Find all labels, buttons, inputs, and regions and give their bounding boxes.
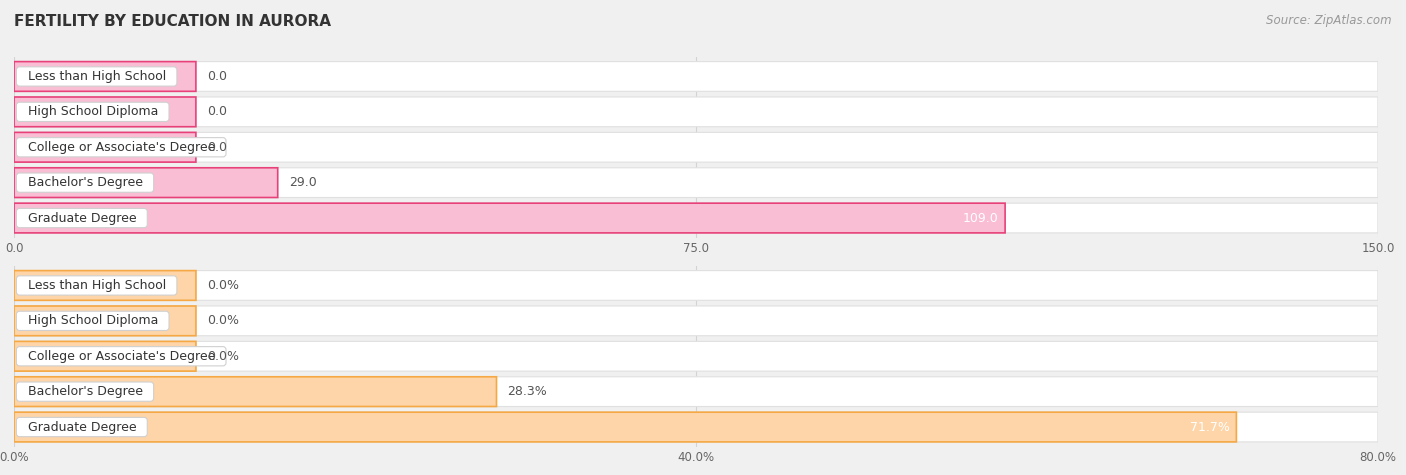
FancyBboxPatch shape	[14, 377, 496, 407]
FancyBboxPatch shape	[14, 271, 195, 300]
FancyBboxPatch shape	[14, 377, 1378, 407]
FancyBboxPatch shape	[14, 271, 1378, 300]
Text: College or Associate's Degree: College or Associate's Degree	[20, 141, 224, 154]
Text: 0.0%: 0.0%	[207, 279, 239, 292]
FancyBboxPatch shape	[14, 306, 195, 336]
FancyBboxPatch shape	[14, 306, 1378, 336]
Text: FERTILITY BY EDUCATION IN AURORA: FERTILITY BY EDUCATION IN AURORA	[14, 14, 330, 29]
Text: 0.0: 0.0	[207, 141, 226, 154]
Text: College or Associate's Degree: College or Associate's Degree	[20, 350, 224, 363]
Text: Graduate Degree: Graduate Degree	[20, 211, 145, 225]
FancyBboxPatch shape	[14, 168, 1378, 198]
Text: Source: ZipAtlas.com: Source: ZipAtlas.com	[1267, 14, 1392, 27]
FancyBboxPatch shape	[14, 203, 1378, 233]
Text: 28.3%: 28.3%	[508, 385, 547, 398]
Text: 29.0: 29.0	[288, 176, 316, 189]
Text: 0.0%: 0.0%	[207, 350, 239, 363]
Text: 0.0: 0.0	[207, 70, 226, 83]
Text: Less than High School: Less than High School	[20, 70, 174, 83]
FancyBboxPatch shape	[14, 133, 195, 162]
FancyBboxPatch shape	[14, 97, 195, 127]
Text: Less than High School: Less than High School	[20, 279, 174, 292]
FancyBboxPatch shape	[14, 97, 1378, 127]
FancyBboxPatch shape	[14, 412, 1236, 442]
FancyBboxPatch shape	[14, 342, 1378, 371]
Text: Graduate Degree: Graduate Degree	[20, 420, 145, 434]
FancyBboxPatch shape	[14, 62, 1378, 91]
Text: High School Diploma: High School Diploma	[20, 314, 166, 327]
Text: 71.7%: 71.7%	[1189, 420, 1230, 434]
Text: Bachelor's Degree: Bachelor's Degree	[20, 385, 150, 398]
FancyBboxPatch shape	[14, 62, 195, 91]
Text: 109.0: 109.0	[963, 211, 998, 225]
Text: Bachelor's Degree: Bachelor's Degree	[20, 176, 150, 189]
Text: 0.0: 0.0	[207, 105, 226, 118]
FancyBboxPatch shape	[14, 342, 195, 371]
Text: 0.0%: 0.0%	[207, 314, 239, 327]
Text: High School Diploma: High School Diploma	[20, 105, 166, 118]
FancyBboxPatch shape	[14, 412, 1378, 442]
FancyBboxPatch shape	[14, 203, 1005, 233]
FancyBboxPatch shape	[14, 168, 278, 198]
FancyBboxPatch shape	[14, 133, 1378, 162]
